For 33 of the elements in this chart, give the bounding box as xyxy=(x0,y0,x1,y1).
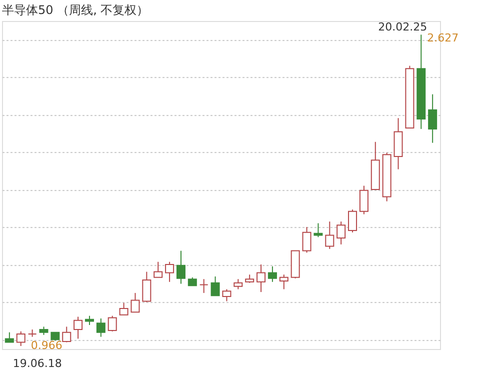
candlestick xyxy=(268,266,277,282)
candlestick xyxy=(256,264,266,293)
annotation: 0.966 xyxy=(30,339,62,352)
text: 19.06.18 xyxy=(12,357,62,370)
candlestick xyxy=(359,185,368,215)
candlestick xyxy=(154,261,163,278)
candlestick xyxy=(108,315,117,332)
candlestick xyxy=(176,250,186,284)
annotation: 20.02.25 xyxy=(378,20,428,34)
annotation: 2.627 xyxy=(427,32,459,45)
candlestick xyxy=(142,271,152,303)
candlestick xyxy=(210,276,220,296)
candlestick xyxy=(302,226,312,254)
candlestick xyxy=(130,292,140,313)
candlestick xyxy=(165,261,174,282)
candlestick xyxy=(62,326,72,343)
candlestick xyxy=(325,221,334,250)
candlestick xyxy=(222,288,232,302)
candlestick xyxy=(314,222,323,238)
candlestick xyxy=(234,278,243,290)
candlestick xyxy=(199,278,208,294)
candlestick xyxy=(428,94,438,144)
candlestick xyxy=(96,318,106,338)
candlestick xyxy=(16,330,26,346)
candlestick xyxy=(84,315,94,326)
candlestick xyxy=(4,332,14,343)
candlestick xyxy=(336,221,346,245)
candlestick xyxy=(28,329,37,338)
candlestick xyxy=(348,209,358,233)
chart-title: 半导体50 （周线, 不复权） xyxy=(2,3,149,17)
candlestick xyxy=(279,274,288,290)
candlestick xyxy=(74,316,83,340)
candlestick xyxy=(119,302,128,316)
